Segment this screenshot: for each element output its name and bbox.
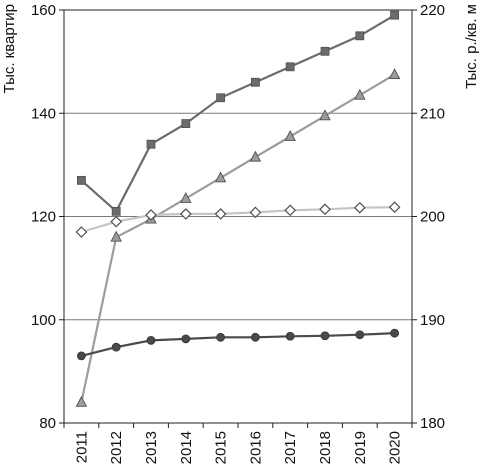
data-point-square (285, 62, 295, 72)
data-point-diamond (284, 204, 297, 217)
left-axis-title: Тыс. квартир (1, 4, 18, 93)
left-tick-label: 160 (31, 2, 56, 19)
data-point-diamond (249, 206, 262, 219)
series-line (80, 73, 396, 403)
left-tick-label: 100 (31, 312, 56, 329)
x-axis: 2011 2012 2013 2014 2015 2016 2017 2018 2019 2020 (63, 423, 413, 464)
data-point-circle (216, 332, 226, 342)
gridlines (64, 112, 412, 321)
left-tick-label: 140 (31, 105, 56, 122)
data-point-diamond (75, 226, 88, 238)
left-tick-label: 80 (39, 415, 56, 432)
x-tick-label: 2012 (108, 431, 125, 464)
x-tick-label: 2016 (247, 431, 264, 464)
data-point-square (77, 175, 86, 185)
data-point-triangle (110, 230, 122, 242)
data-point-circle (390, 328, 400, 338)
data-point-square (390, 10, 400, 20)
data-point-diamond (214, 208, 227, 220)
data-point-circle (111, 342, 121, 352)
data-point-triangle (249, 150, 262, 162)
data-point-triangle (354, 88, 366, 100)
data-point-square (250, 77, 260, 87)
right-axis-title: Тыс. р./кв. м (463, 4, 480, 89)
x-tick-label: 2018 (317, 431, 334, 464)
data-point-triangle (75, 395, 88, 407)
right-tick-label: 220 (420, 2, 445, 19)
data-point-diamond (179, 208, 192, 220)
data-point-circle (355, 330, 365, 340)
x-tick-label: 2014 (178, 431, 195, 464)
left-y-axis: 80 100 120 140 160 (31, 2, 64, 432)
series-line (81, 332, 395, 357)
right-tick-label: 200 (420, 209, 445, 226)
right-tick-label: 180 (420, 415, 445, 432)
series-line (81, 206, 395, 234)
data-point-diamond (110, 215, 123, 228)
data-point-triangle (319, 109, 331, 121)
data-point-square (355, 31, 365, 41)
data-point-square (181, 119, 191, 128)
x-tick-label: 2020 (387, 431, 404, 464)
data-point-diamond (319, 203, 331, 216)
data-point-triangle (284, 130, 296, 141)
series-group (75, 10, 401, 407)
data-point-diamond (353, 201, 366, 214)
data-point-square (146, 139, 156, 149)
data-point-circle (320, 331, 330, 341)
data-point-circle (77, 351, 86, 361)
x-tick-label: 2011 (73, 431, 90, 463)
left-tick-label: 120 (31, 209, 56, 226)
data-point-circle (250, 332, 260, 342)
x-tick-label: 2019 (352, 431, 369, 464)
data-point-triangle (388, 68, 401, 79)
data-point-triangle (180, 191, 192, 203)
x-tick-label: 2017 (282, 431, 299, 464)
data-point-triangle (214, 171, 227, 183)
data-point-circle (146, 335, 156, 345)
right-tick-label: 210 (420, 105, 445, 122)
right-tick-label: 190 (420, 312, 445, 329)
data-point-square (111, 206, 121, 216)
series-line (80, 14, 396, 214)
data-point-square (216, 93, 226, 103)
data-point-square (320, 46, 330, 56)
x-tick-label: 2015 (213, 431, 230, 464)
x-tick-label: 2013 (143, 431, 160, 464)
data-point-circle (285, 331, 295, 341)
data-point-circle (181, 334, 191, 344)
data-point-diamond (388, 201, 401, 214)
data-point-diamond (145, 209, 157, 221)
right-y-axis: 180 190 200 210 220 (412, 2, 445, 432)
